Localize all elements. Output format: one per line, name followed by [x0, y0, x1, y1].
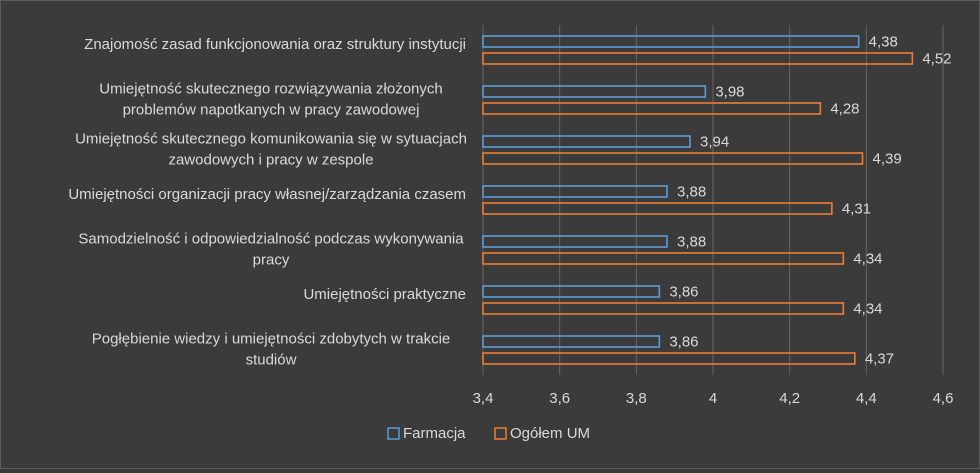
x-tick-label: 4,6	[933, 390, 954, 407]
x-tick-label: 4	[709, 390, 717, 407]
category-label: Znajomość zasad funkcjonowania oraz stru…	[84, 36, 466, 53]
bar-ogolem-um	[482, 202, 833, 215]
bar-farmacja	[482, 135, 691, 148]
bar-value-label: 4,34	[853, 301, 882, 318]
bar-value-label: 3,94	[700, 134, 729, 151]
bar-value-label: 4,52	[922, 51, 951, 68]
legend-swatch-farmacja	[387, 427, 400, 440]
category-label: Umiejętność skutecznego komunikowania si…	[75, 131, 467, 169]
x-tick-label: 4,4	[856, 390, 877, 407]
bar-value-label: 4,39	[873, 151, 902, 168]
bar-ogolem-um	[482, 152, 864, 165]
bar-farmacja	[482, 85, 707, 98]
bar-farmacja	[482, 335, 661, 348]
bar-ogolem-um	[482, 302, 845, 315]
category-label: Umiejętności praktyczne	[303, 286, 466, 303]
legend-label: Farmacja	[403, 425, 466, 442]
x-tick-label: 3,8	[626, 390, 647, 407]
bar-farmacja	[482, 235, 668, 248]
bar-ogolem-um	[482, 252, 845, 265]
bar-value-label: 3,88	[677, 184, 706, 201]
legend-label: Ogółem UM	[510, 425, 590, 442]
bar-farmacja	[482, 35, 860, 48]
bar-value-label: 3,86	[669, 334, 698, 351]
bar-value-label: 3,98	[715, 84, 744, 101]
x-tick-label: 3,4	[473, 390, 494, 407]
x-tick-label: 4,2	[779, 390, 800, 407]
category-label: Umiejętności organizacji pracy własnej/z…	[68, 186, 466, 203]
bar-value-label: 3,88	[677, 234, 706, 251]
category-label: Pogłębienie wiedzy i umiejętności zdobyt…	[92, 331, 451, 369]
bar-value-label: 4,28	[830, 101, 859, 118]
legend-swatch-ogolem-um	[494, 427, 507, 440]
bar-ogolem-um	[482, 52, 914, 65]
bar-farmacja	[482, 285, 661, 298]
bar-value-label: 4,31	[842, 201, 871, 218]
bar-value-label: 3,86	[669, 284, 698, 301]
bar-ogolem-um	[482, 352, 856, 365]
category-label: Samodzielność i odpowiedzialność podczas…	[78, 231, 464, 269]
bar-value-label: 4,38	[869, 34, 898, 51]
category-label: Umiejętność skutecznego rozwiązywania zł…	[99, 81, 443, 119]
x-tick-label: 3,6	[549, 390, 570, 407]
bar-value-label: 4,37	[865, 351, 894, 368]
bar-value-label: 4,34	[853, 251, 882, 268]
bar-farmacja	[482, 185, 668, 198]
bar-ogolem-um	[482, 102, 822, 115]
